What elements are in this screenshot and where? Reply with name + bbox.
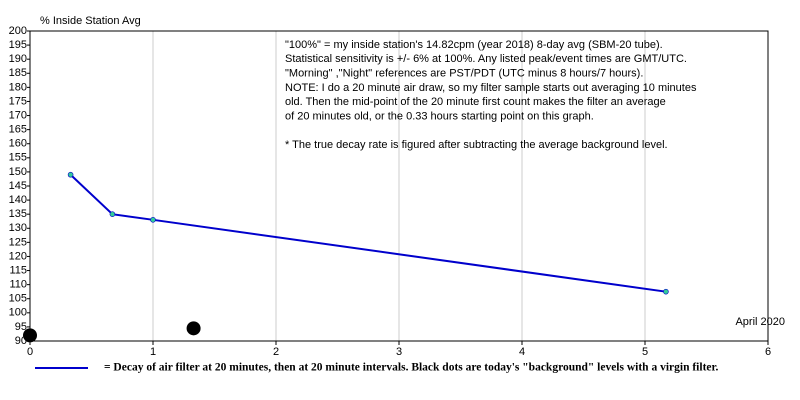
y-tick-label: 135 xyxy=(9,208,27,220)
y-axis-label: % Inside Station Avg xyxy=(40,15,141,27)
note: old. Then the mid-point of the 20 minute… xyxy=(285,96,666,108)
note: "Morning" ,"Night" references are PST/PD… xyxy=(285,68,643,80)
x-tick-label: 5 xyxy=(642,346,648,358)
series-line xyxy=(69,173,667,293)
background-dot xyxy=(186,321,201,336)
note: "100%" = my inside station's 14.82cpm (y… xyxy=(285,39,663,51)
y-tick-label: 150 xyxy=(9,166,27,178)
y-tick-label: 110 xyxy=(9,279,27,291)
y-tick-label: 170 xyxy=(9,109,27,121)
y-tick-label: 195 xyxy=(9,39,27,51)
marker xyxy=(663,288,669,295)
x-tick-label: 1 xyxy=(150,346,156,358)
y-tick-label: 140 xyxy=(9,194,27,206)
y-tick-label: 115 xyxy=(9,264,27,276)
legend-text: = Decay of air filter at 20 minutes, the… xyxy=(104,362,719,374)
note: Statistical sensitivity is +/- 6% at 100… xyxy=(285,53,687,65)
y-tick-label: 120 xyxy=(9,250,27,262)
y-tick-label: 180 xyxy=(9,81,27,93)
x-tick-label: 6 xyxy=(765,346,771,358)
note: NOTE: I do a 20 minute air draw, so my f… xyxy=(285,82,697,94)
y-tick-label: 145 xyxy=(9,180,27,192)
marker xyxy=(150,217,156,223)
y-tick-label: 185 xyxy=(9,67,27,79)
y-tick-label: 100 xyxy=(9,307,27,319)
y-tick-label: 200 xyxy=(9,25,27,37)
annotation: April 2020 xyxy=(735,316,785,328)
x-tick-label: 4 xyxy=(519,346,525,358)
x-tick-label: 2 xyxy=(273,346,279,358)
marker xyxy=(109,211,116,217)
y-tick-label: 155 xyxy=(9,152,27,164)
plot-frame xyxy=(29,30,769,342)
x-tick-label: 3 xyxy=(396,346,402,358)
x-tick-label: 0 xyxy=(27,346,33,358)
background-dot xyxy=(23,328,37,343)
y-tick-label: 165 xyxy=(9,124,27,136)
y-tick-label: 160 xyxy=(9,138,27,150)
y-tick-label: 130 xyxy=(9,222,27,234)
note: * The true decay rate is figured after s… xyxy=(285,139,668,151)
marker xyxy=(67,171,74,178)
y-tick-label: 105 xyxy=(9,293,27,305)
y-tick-label: 125 xyxy=(9,236,27,248)
y-tick-label: 95 xyxy=(15,321,27,333)
note: of 20 minutes old, or the 0.33 hours sta… xyxy=(285,110,594,122)
y-tick-label: 175 xyxy=(9,95,27,107)
y-tick-label: 190 xyxy=(9,53,27,65)
